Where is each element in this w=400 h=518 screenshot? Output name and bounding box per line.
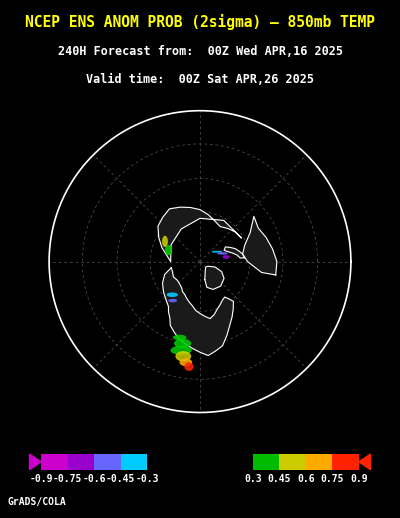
Ellipse shape: [171, 347, 191, 354]
Polygon shape: [205, 266, 224, 290]
Text: -0.45: -0.45: [106, 474, 135, 484]
Ellipse shape: [163, 237, 167, 246]
FancyBboxPatch shape: [120, 454, 147, 470]
Text: 0.3: 0.3: [244, 474, 262, 484]
Ellipse shape: [218, 253, 227, 254]
Text: 0.9: 0.9: [350, 474, 368, 484]
Text: -0.9: -0.9: [29, 474, 53, 484]
Polygon shape: [243, 217, 277, 275]
Ellipse shape: [175, 340, 190, 347]
FancyBboxPatch shape: [94, 454, 120, 470]
Polygon shape: [30, 454, 41, 470]
Ellipse shape: [185, 363, 193, 370]
Text: 0.45: 0.45: [268, 474, 291, 484]
Ellipse shape: [166, 246, 172, 254]
Polygon shape: [224, 247, 244, 258]
FancyBboxPatch shape: [332, 454, 359, 470]
Ellipse shape: [167, 293, 177, 296]
FancyBboxPatch shape: [68, 454, 94, 470]
Text: -0.3: -0.3: [135, 474, 159, 484]
Text: -0.6: -0.6: [82, 474, 106, 484]
FancyBboxPatch shape: [306, 454, 332, 470]
Ellipse shape: [180, 359, 192, 366]
Polygon shape: [49, 111, 351, 412]
Ellipse shape: [223, 256, 229, 258]
Polygon shape: [162, 268, 233, 355]
Polygon shape: [359, 454, 370, 470]
FancyBboxPatch shape: [41, 454, 68, 470]
Text: Valid time:  00Z Sat APR,26 2025: Valid time: 00Z Sat APR,26 2025: [86, 73, 314, 85]
FancyBboxPatch shape: [253, 454, 280, 470]
Ellipse shape: [169, 299, 176, 301]
Text: NCEP ENS ANOM PROB (2sigma) – 850mb TEMP: NCEP ENS ANOM PROB (2sigma) – 850mb TEMP: [25, 14, 375, 30]
Text: 0.75: 0.75: [321, 474, 344, 484]
Text: -0.75: -0.75: [53, 474, 82, 484]
Polygon shape: [158, 207, 241, 262]
FancyBboxPatch shape: [147, 454, 253, 470]
Text: 0.6: 0.6: [297, 474, 315, 484]
Ellipse shape: [174, 336, 186, 339]
Text: 240H Forecast from:  00Z Wed APR,16 2025: 240H Forecast from: 00Z Wed APR,16 2025: [58, 45, 342, 57]
Text: GrADS/COLA: GrADS/COLA: [8, 497, 67, 508]
Ellipse shape: [176, 352, 190, 361]
FancyBboxPatch shape: [280, 454, 306, 470]
